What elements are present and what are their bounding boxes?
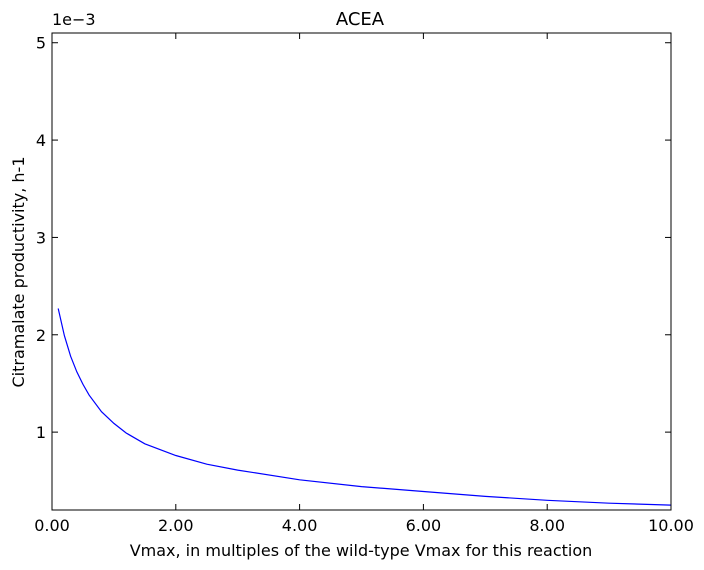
y-tick-label: 4 bbox=[36, 131, 46, 150]
plot-area: 0.00 2.00 4.00 6.00 8.00 10.00 1 2 3 4 5 bbox=[34, 32, 694, 535]
x-tick-label: 2.00 bbox=[158, 516, 194, 535]
y-tick-label: 3 bbox=[36, 228, 46, 247]
y-axis-label: Citramalate productivity, h-1 bbox=[9, 156, 28, 387]
y-tick-label: 5 bbox=[36, 34, 46, 53]
x-tick-label: 10.00 bbox=[648, 516, 694, 535]
x-tick-label: 6.00 bbox=[406, 516, 442, 535]
y-tick-label: 2 bbox=[36, 326, 46, 345]
x-axis-label: Vmax, in multiples of the wild-type Vmax… bbox=[130, 541, 593, 560]
x-tick-label: 0.00 bbox=[34, 516, 70, 535]
plot-frame bbox=[51, 32, 672, 511]
y-tick-label: 1 bbox=[36, 423, 46, 442]
chart-title: ACEA bbox=[336, 9, 385, 30]
y-offset-label: 1e−3 bbox=[52, 10, 96, 29]
x-tick-label: 4.00 bbox=[282, 516, 318, 535]
series-line-0 bbox=[57, 308, 672, 506]
x-tick-label: 8.00 bbox=[529, 516, 565, 535]
